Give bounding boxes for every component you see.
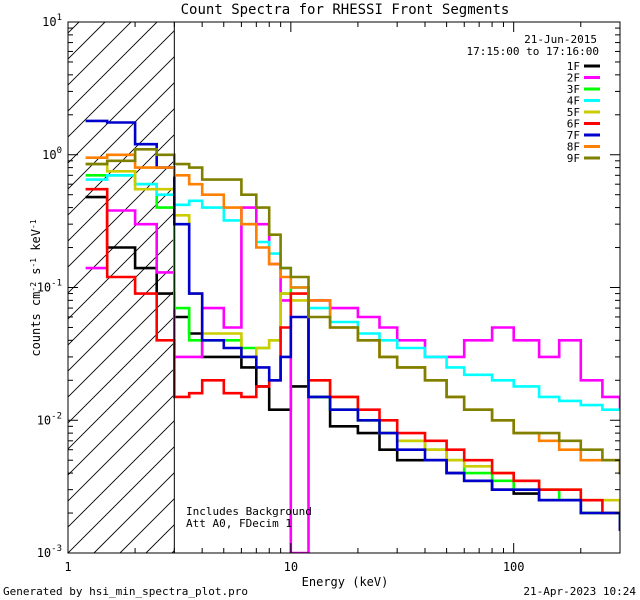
hatch-line-20	[68, 446, 175, 553]
y-tick-exp-3: -2	[51, 411, 62, 421]
y-label-exp-1: -2	[29, 282, 38, 292]
legend-label-8F: 8F	[567, 141, 580, 154]
chart-title: Count Spectra for RHESSI Front Segments	[181, 2, 510, 18]
annotation-attenuator: Att A0, FDecim 1	[186, 517, 292, 530]
hatch-line-18	[68, 394, 175, 502]
y-label-base: counts cm	[29, 292, 43, 357]
y-tick-exp-2: -1	[51, 279, 62, 289]
y-label-exp-3: -1	[29, 219, 38, 229]
legend-label-3F: 3F	[567, 83, 580, 96]
y-tick-exp-0: 1	[57, 13, 62, 23]
legend-label-2F: 2F	[567, 72, 580, 85]
hatch-line-4	[68, 30, 175, 138]
legend-label-6F: 6F	[567, 118, 580, 131]
y-label-mid-1: s	[29, 268, 43, 282]
legend-label-7F: 7F	[567, 129, 580, 142]
y-tick-label-2: 10-1	[37, 279, 62, 295]
time-range-label: 17:15:00 to 17:16:00	[467, 45, 599, 58]
y-axis-label: counts cm-2 s-1 keV-1	[29, 219, 43, 356]
y-tick-base-2: 10	[37, 281, 51, 295]
hatch-line-6	[68, 82, 175, 190]
x-tick-label-1: 1	[64, 560, 71, 574]
annotation-background: Includes Background	[186, 505, 312, 518]
series-line-9F	[85, 148, 620, 475]
hatch-line-7	[68, 108, 175, 216]
y-tick-base-4: 10	[37, 546, 51, 560]
hatch-line-12	[68, 238, 175, 346]
y-tick-label-4: 10-3	[37, 544, 62, 560]
x-tick-label-10: 10	[284, 560, 298, 574]
hatch-line-13	[68, 264, 175, 372]
x-axis-label: Energy (keV)	[302, 575, 389, 589]
y-tick-label-0: 101	[42, 13, 62, 29]
x-tick-label-100: 100	[503, 560, 525, 574]
footer-timestamp: 21-Apr-2023 10:24	[523, 585, 636, 598]
hatch-line-17	[68, 368, 175, 476]
y-label-mid-2: keV	[29, 229, 43, 258]
y-tick-base-0: 10	[42, 15, 56, 29]
y-tick-label-1: 100	[42, 146, 62, 162]
y-tick-exp-1: 0	[57, 146, 62, 156]
legend-label-1F: 1F	[567, 60, 580, 73]
y-label-exp-2: -1	[29, 258, 38, 268]
date-label: 21-Jun-2015	[524, 33, 597, 46]
series-line-6F	[85, 187, 620, 515]
series-line-7F	[85, 119, 620, 531]
hatch-line-19	[68, 420, 175, 528]
legend-label-9F: 9F	[567, 152, 580, 165]
hatch-line-5	[68, 56, 175, 164]
y-tick-base-1: 10	[42, 148, 56, 162]
y-tick-exp-4: -3	[51, 544, 62, 554]
y-tick-label-3: 10-2	[37, 411, 62, 427]
series-group	[85, 119, 620, 553]
legend-label-4F: 4F	[567, 95, 580, 108]
y-tick-base-3: 10	[37, 413, 51, 427]
footer-generated-by: Generated by hsi_min_spectra_plot.pro	[3, 585, 248, 598]
hatch-line-11	[68, 212, 175, 320]
legend-label-5F: 5F	[567, 106, 580, 119]
